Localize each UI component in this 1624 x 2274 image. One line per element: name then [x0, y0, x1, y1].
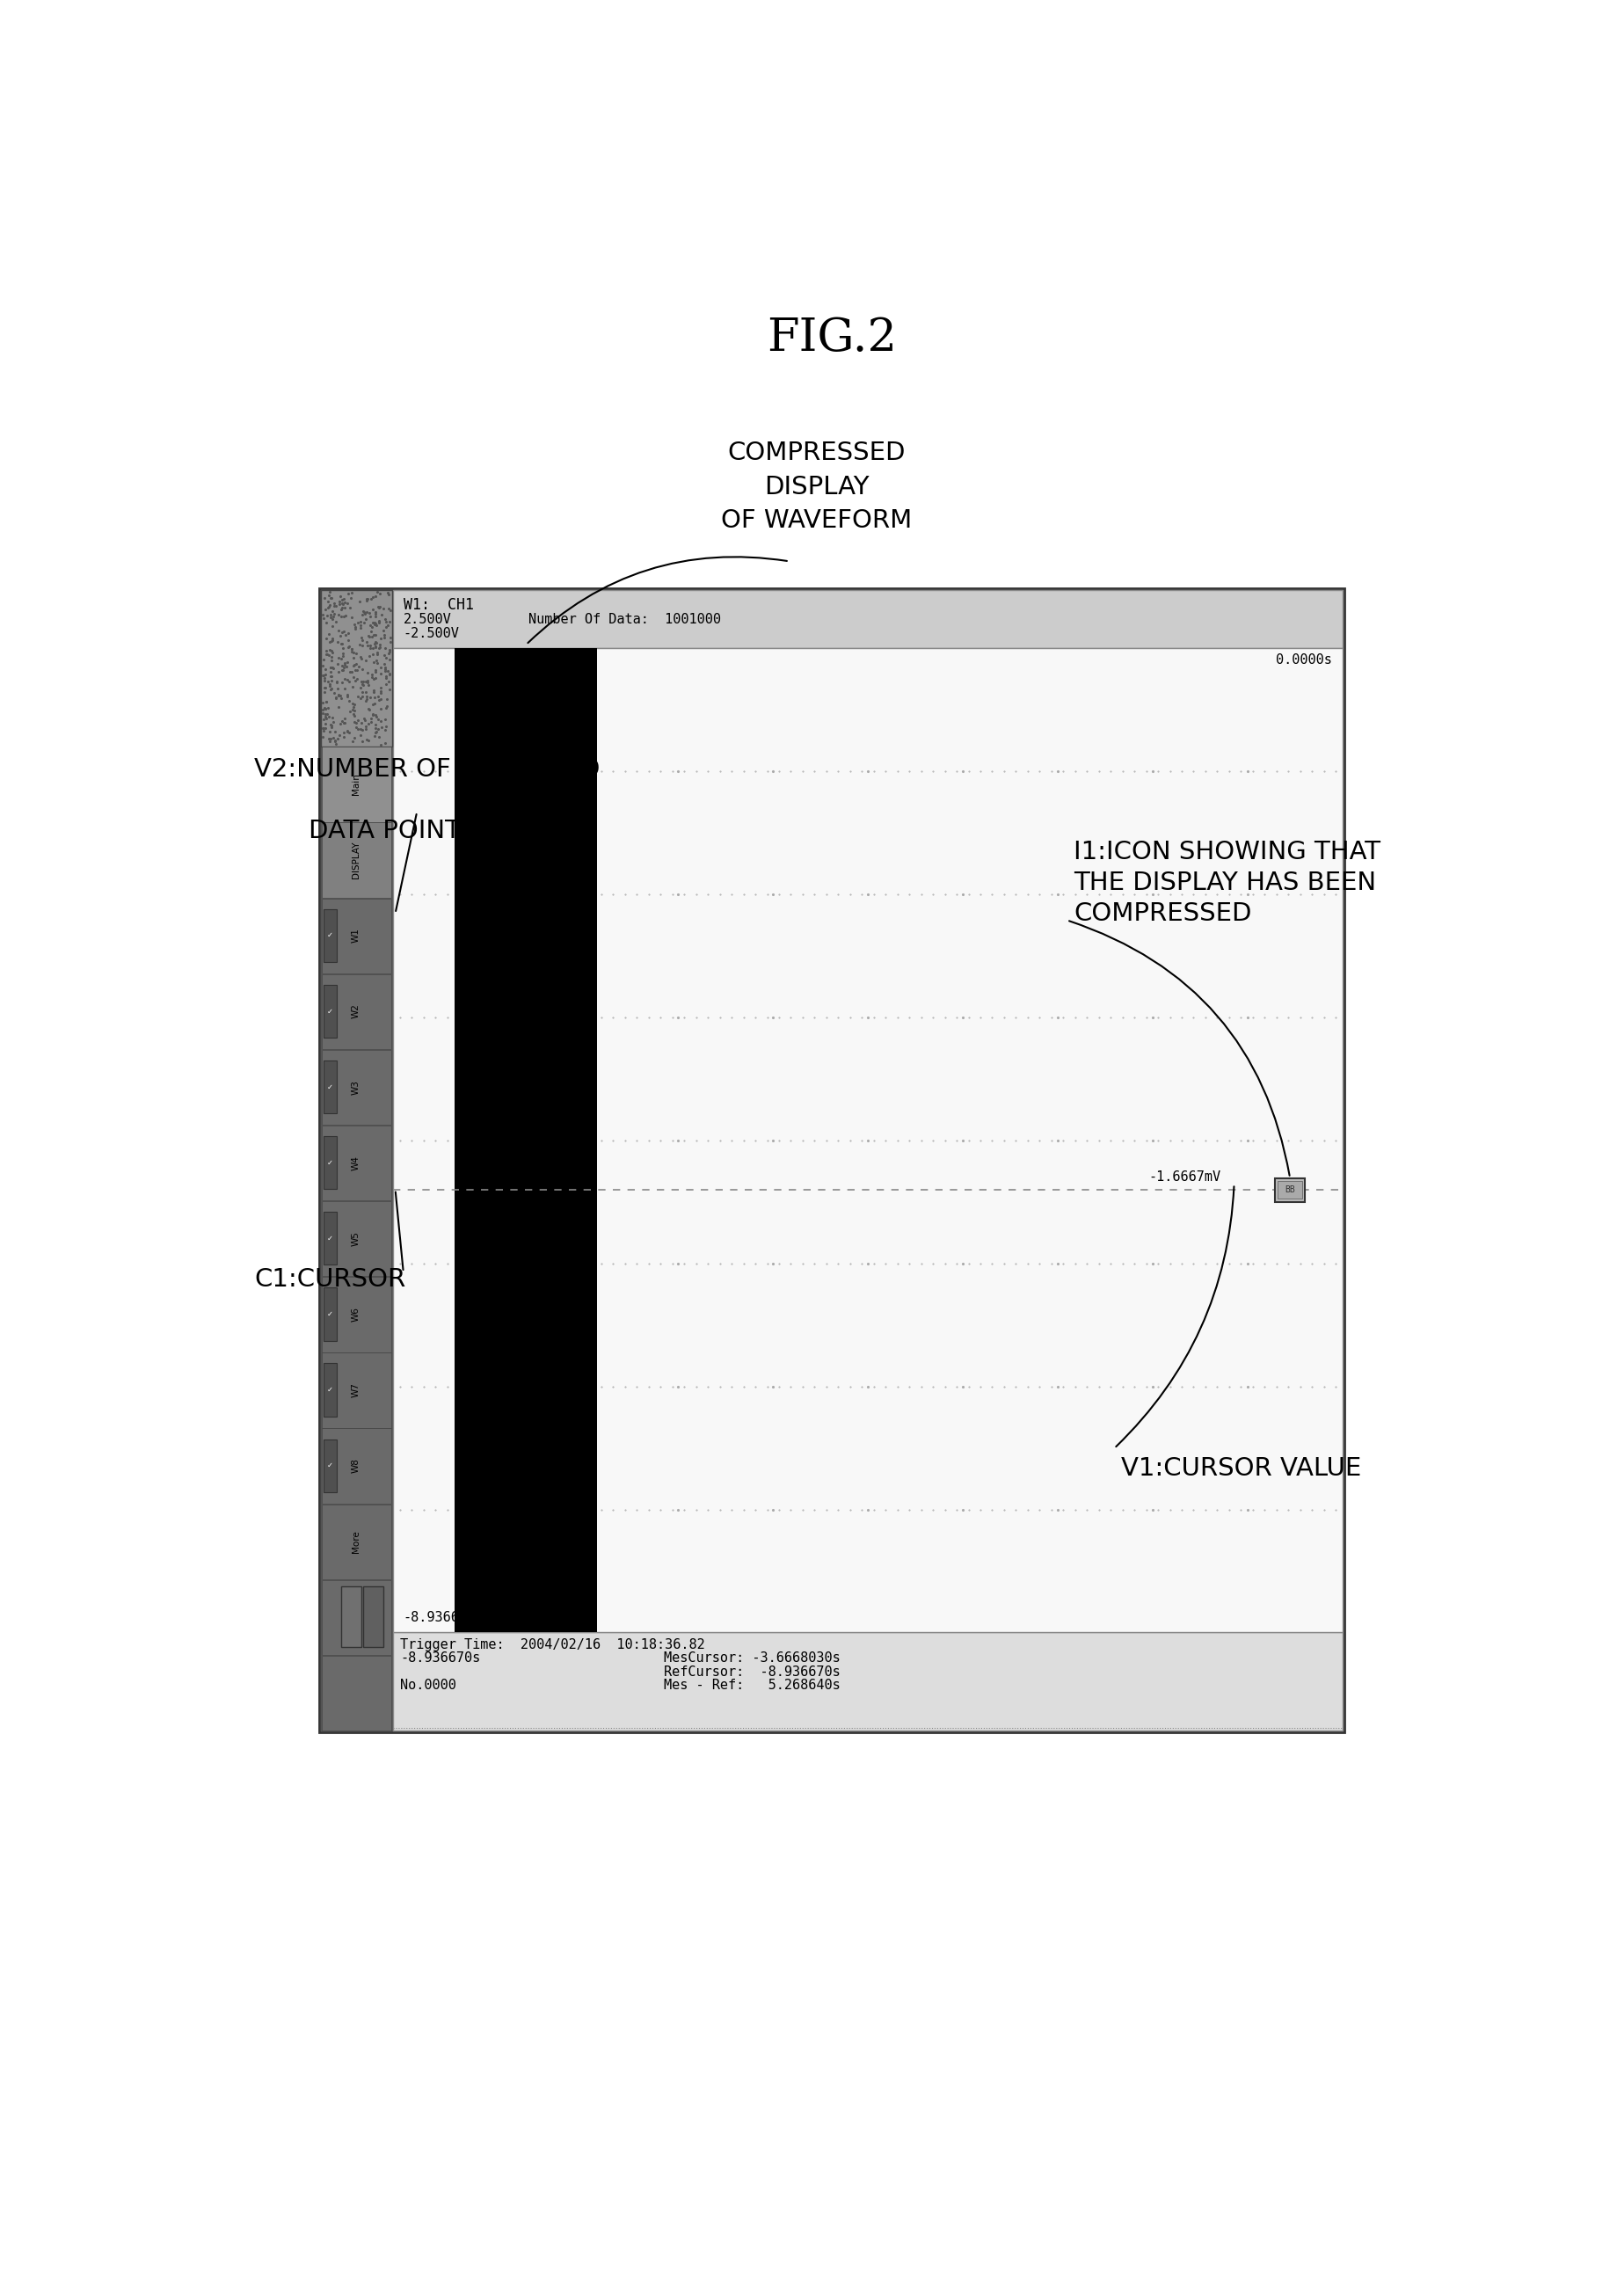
Bar	[322, 973, 391, 1048]
Text: ✓: ✓	[326, 932, 333, 939]
Text: No.0000: No.0000	[400, 1678, 456, 1692]
Text: -8.936670s: -8.936670s	[403, 1610, 484, 1624]
Bar	[322, 591, 391, 746]
Bar	[323, 910, 338, 962]
Bar	[1275, 1178, 1306, 1201]
Bar	[322, 1580, 391, 1655]
Bar	[323, 1212, 338, 1264]
Bar	[322, 1503, 391, 1578]
Bar	[322, 823, 391, 898]
Text: RefCursor:  -8.936670s: RefCursor: -8.936670s	[664, 1665, 841, 1678]
Text: DISPLAY: DISPLAY	[352, 841, 361, 878]
Text: ✓: ✓	[326, 1385, 333, 1394]
Bar	[323, 1060, 338, 1114]
Bar	[323, 1137, 338, 1189]
Text: -1.6667mV: -1.6667mV	[1148, 1171, 1221, 1185]
Bar	[322, 591, 391, 1731]
Text: COMPRESSED: COMPRESSED	[1073, 901, 1252, 926]
Text: THE DISPLAY HAS BEEN: THE DISPLAY HAS BEEN	[1073, 871, 1376, 896]
Text: COMPRESSED: COMPRESSED	[728, 441, 906, 466]
Bar	[323, 985, 338, 1037]
Text: Main: Main	[352, 773, 361, 796]
Bar	[455, 648, 598, 1633]
Text: -2.500V: -2.500V	[403, 628, 460, 641]
Text: DISPLAY: DISPLAY	[763, 475, 869, 500]
Text: MesCursor: -3.6668030s: MesCursor: -3.6668030s	[664, 1651, 841, 1665]
Bar	[323, 1287, 338, 1342]
Bar	[318, 589, 1345, 1733]
Text: 0.0000s: 0.0000s	[1276, 653, 1332, 666]
Text: W5: W5	[352, 1230, 361, 1246]
Bar	[341, 1587, 362, 1646]
Bar	[323, 1439, 338, 1492]
Bar	[323, 1364, 338, 1417]
Bar	[322, 1278, 391, 1353]
Text: I1:ICON SHOWING THAT: I1:ICON SHOWING THAT	[1073, 839, 1380, 864]
Bar	[322, 746, 391, 821]
Text: W1: W1	[352, 928, 361, 944]
Text: ✓: ✓	[326, 1082, 333, 1092]
Text: Trigger Time:  2004/02/16  10:18:36.82: Trigger Time: 2004/02/16 10:18:36.82	[400, 1637, 705, 1651]
Text: W2: W2	[352, 1003, 361, 1019]
Bar	[322, 1201, 391, 1276]
Bar	[322, 1126, 391, 1201]
Text: OF WAVEFORM: OF WAVEFORM	[721, 509, 913, 532]
Text: W1:  CH1: W1: CH1	[403, 596, 474, 612]
Text: ✓: ✓	[326, 1007, 333, 1014]
Text: V2:NUMBER OF DISPLAYED: V2:NUMBER OF DISPLAYED	[255, 757, 601, 782]
Text: More: More	[352, 1530, 361, 1553]
Text: Mes - Ref:   5.268640s: Mes - Ref: 5.268640s	[664, 1678, 841, 1692]
Bar	[393, 1633, 1343, 1731]
Text: W3: W3	[352, 1080, 361, 1094]
Text: Splt: Splt	[352, 1608, 361, 1626]
Text: ✓: ✓	[326, 1235, 333, 1242]
Text: ✓: ✓	[326, 1310, 333, 1319]
Bar	[322, 1353, 391, 1428]
Text: W8: W8	[352, 1458, 361, 1474]
Bar	[1278, 1180, 1302, 1198]
Text: DATA POINTS: DATA POINTS	[309, 819, 477, 844]
Text: V1:CURSOR VALUE: V1:CURSOR VALUE	[1121, 1455, 1361, 1480]
Text: W4: W4	[352, 1155, 361, 1171]
Text: C1:CURSOR: C1:CURSOR	[255, 1267, 406, 1292]
Bar	[322, 1655, 391, 1731]
Bar	[322, 898, 391, 973]
Bar	[322, 1051, 391, 1126]
Text: ✓: ✓	[326, 1462, 333, 1469]
Text: 2.500V: 2.500V	[403, 612, 451, 625]
Bar	[362, 1587, 383, 1646]
Text: W6: W6	[352, 1308, 361, 1321]
Text: Number Of Data:  1001000: Number Of Data: 1001000	[529, 612, 721, 625]
Bar	[322, 1428, 391, 1503]
Bar	[393, 648, 1343, 1633]
Text: -8.936670s: -8.936670s	[400, 1651, 481, 1665]
Text: ✓: ✓	[326, 1160, 333, 1167]
Text: BB: BB	[1285, 1185, 1294, 1194]
Text: W7: W7	[352, 1383, 361, 1396]
Text: FIG.2: FIG.2	[767, 316, 896, 359]
Bar	[393, 591, 1343, 648]
